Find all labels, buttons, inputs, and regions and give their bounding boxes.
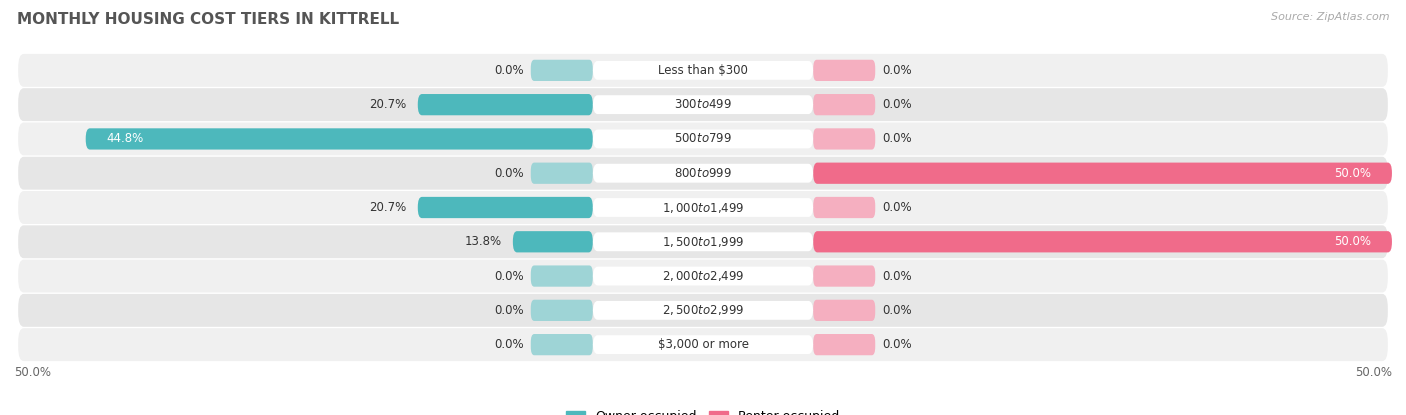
FancyBboxPatch shape <box>18 122 1388 155</box>
FancyBboxPatch shape <box>593 335 813 354</box>
FancyBboxPatch shape <box>813 163 1392 184</box>
FancyBboxPatch shape <box>593 267 813 286</box>
FancyBboxPatch shape <box>593 232 813 251</box>
Text: 50.0%: 50.0% <box>14 366 51 379</box>
FancyBboxPatch shape <box>813 94 875 115</box>
FancyBboxPatch shape <box>531 163 593 184</box>
FancyBboxPatch shape <box>18 294 1388 327</box>
FancyBboxPatch shape <box>813 231 1392 252</box>
FancyBboxPatch shape <box>813 300 875 321</box>
Text: 44.8%: 44.8% <box>107 132 143 145</box>
FancyBboxPatch shape <box>18 157 1388 190</box>
Text: 0.0%: 0.0% <box>882 98 911 111</box>
Text: Source: ZipAtlas.com: Source: ZipAtlas.com <box>1271 12 1389 22</box>
FancyBboxPatch shape <box>18 328 1388 361</box>
Text: 20.7%: 20.7% <box>370 98 406 111</box>
FancyBboxPatch shape <box>593 301 813 320</box>
FancyBboxPatch shape <box>813 266 875 287</box>
Text: 0.0%: 0.0% <box>882 304 911 317</box>
FancyBboxPatch shape <box>531 60 593 81</box>
Text: $800 to $999: $800 to $999 <box>673 167 733 180</box>
Text: 0.0%: 0.0% <box>495 338 524 351</box>
FancyBboxPatch shape <box>813 128 875 149</box>
FancyBboxPatch shape <box>18 191 1388 224</box>
Text: $2,000 to $2,499: $2,000 to $2,499 <box>662 269 744 283</box>
Text: 0.0%: 0.0% <box>882 270 911 283</box>
Text: 0.0%: 0.0% <box>882 338 911 351</box>
Text: $1,500 to $1,999: $1,500 to $1,999 <box>662 235 744 249</box>
FancyBboxPatch shape <box>593 61 813 80</box>
FancyBboxPatch shape <box>531 266 593 287</box>
FancyBboxPatch shape <box>18 260 1388 293</box>
Legend: Owner-occupied, Renter-occupied: Owner-occupied, Renter-occupied <box>561 405 845 415</box>
FancyBboxPatch shape <box>418 197 593 218</box>
FancyBboxPatch shape <box>593 164 813 183</box>
FancyBboxPatch shape <box>18 225 1388 258</box>
Text: $2,500 to $2,999: $2,500 to $2,999 <box>662 303 744 317</box>
FancyBboxPatch shape <box>513 231 593 252</box>
FancyBboxPatch shape <box>593 129 813 148</box>
FancyBboxPatch shape <box>531 334 593 355</box>
FancyBboxPatch shape <box>593 95 813 114</box>
Text: $3,000 or more: $3,000 or more <box>658 338 748 351</box>
Text: MONTHLY HOUSING COST TIERS IN KITTRELL: MONTHLY HOUSING COST TIERS IN KITTRELL <box>17 12 399 27</box>
Text: 0.0%: 0.0% <box>495 167 524 180</box>
Text: 0.0%: 0.0% <box>882 201 911 214</box>
Text: 0.0%: 0.0% <box>882 132 911 145</box>
FancyBboxPatch shape <box>18 88 1388 121</box>
Text: 0.0%: 0.0% <box>882 64 911 77</box>
Text: 0.0%: 0.0% <box>495 270 524 283</box>
Text: 0.0%: 0.0% <box>495 304 524 317</box>
Text: 50.0%: 50.0% <box>1334 167 1371 180</box>
Text: $300 to $499: $300 to $499 <box>673 98 733 111</box>
Text: 50.0%: 50.0% <box>1355 366 1392 379</box>
Text: 50.0%: 50.0% <box>1334 235 1371 248</box>
Text: 13.8%: 13.8% <box>465 235 502 248</box>
FancyBboxPatch shape <box>86 128 593 149</box>
FancyBboxPatch shape <box>593 198 813 217</box>
FancyBboxPatch shape <box>813 197 875 218</box>
Text: 20.7%: 20.7% <box>370 201 406 214</box>
FancyBboxPatch shape <box>813 60 875 81</box>
FancyBboxPatch shape <box>813 334 875 355</box>
Text: $1,000 to $1,499: $1,000 to $1,499 <box>662 200 744 215</box>
FancyBboxPatch shape <box>418 94 593 115</box>
FancyBboxPatch shape <box>18 54 1388 87</box>
Text: 0.0%: 0.0% <box>495 64 524 77</box>
Text: Less than $300: Less than $300 <box>658 64 748 77</box>
Text: $500 to $799: $500 to $799 <box>673 132 733 145</box>
FancyBboxPatch shape <box>531 300 593 321</box>
